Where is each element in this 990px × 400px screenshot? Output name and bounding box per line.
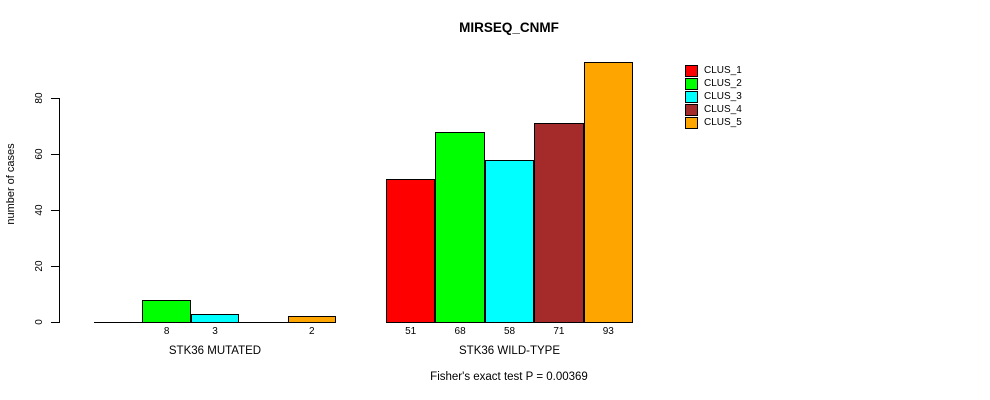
- legend-item: CLUS_4: [685, 103, 742, 116]
- y-axis-tick: [51, 210, 59, 211]
- y-axis-tick-label: 20: [34, 260, 45, 272]
- bar-value-label: 71: [553, 326, 565, 337]
- bar-value-label: 58: [503, 326, 516, 337]
- y-axis-tick-label: 60: [34, 148, 45, 160]
- bar-value-label: 51: [405, 326, 417, 337]
- bar-value-label: 2: [309, 326, 315, 337]
- legend-swatch-clus_3: [685, 90, 698, 103]
- legend-label: CLUS_4: [704, 104, 742, 115]
- legend-swatch-clus_2: [685, 77, 698, 90]
- bar-clus_2: [435, 131, 485, 323]
- y-axis-tick: [51, 98, 59, 99]
- bar-clus_3: [190, 313, 240, 323]
- legend-label: CLUS_3: [704, 91, 742, 102]
- bar-value-label: 3: [212, 326, 218, 337]
- legend: CLUS_1 CLUS_2 CLUS_3 CLUS_4 CLUS_5: [685, 64, 742, 129]
- x-axis-group-label: STK36 MUTATED: [168, 345, 262, 357]
- bar-clus_1: [386, 179, 436, 323]
- y-axis-line: [59, 98, 60, 323]
- legend-swatch-clus_5: [685, 116, 698, 129]
- bar-clus_3: [484, 159, 535, 323]
- y-axis-tick: [51, 266, 59, 267]
- legend-item: CLUS_1: [685, 64, 742, 77]
- legend-label: CLUS_2: [704, 78, 742, 89]
- legend-item: CLUS_2: [685, 77, 742, 90]
- chart-title: MIRSEQ_CNMF: [459, 20, 559, 35]
- y-axis-tick-label: 40: [34, 204, 45, 216]
- y-axis-tick-label: 80: [34, 92, 45, 104]
- bar-value-label: 8: [163, 326, 170, 337]
- y-axis-tick: [51, 154, 59, 155]
- fisher-test-annotation: Fisher's exact test P = 0.00369: [430, 371, 588, 383]
- legend-label: CLUS_1: [704, 65, 742, 76]
- bar-clus_4: [534, 123, 584, 323]
- legend-swatch-clus_4: [685, 103, 698, 116]
- bar-clus_2: [142, 299, 191, 323]
- legend-label: CLUS_5: [704, 117, 742, 128]
- y-axis-label: number of cases: [5, 143, 17, 225]
- y-axis-tick: [51, 322, 59, 323]
- bar-clus_5: [287, 316, 336, 323]
- bar-value-label: 68: [454, 326, 466, 337]
- legend-item: CLUS_3: [685, 90, 742, 103]
- bar-clus_5: [583, 61, 633, 323]
- legend-swatch-clus_1: [685, 64, 698, 77]
- bar-value-label: 93: [602, 326, 614, 337]
- legend-item: CLUS_5: [685, 116, 742, 129]
- y-axis-tick-label: 0: [34, 319, 45, 325]
- x-axis-group-label: STK36 WILD-TYPE: [459, 345, 560, 357]
